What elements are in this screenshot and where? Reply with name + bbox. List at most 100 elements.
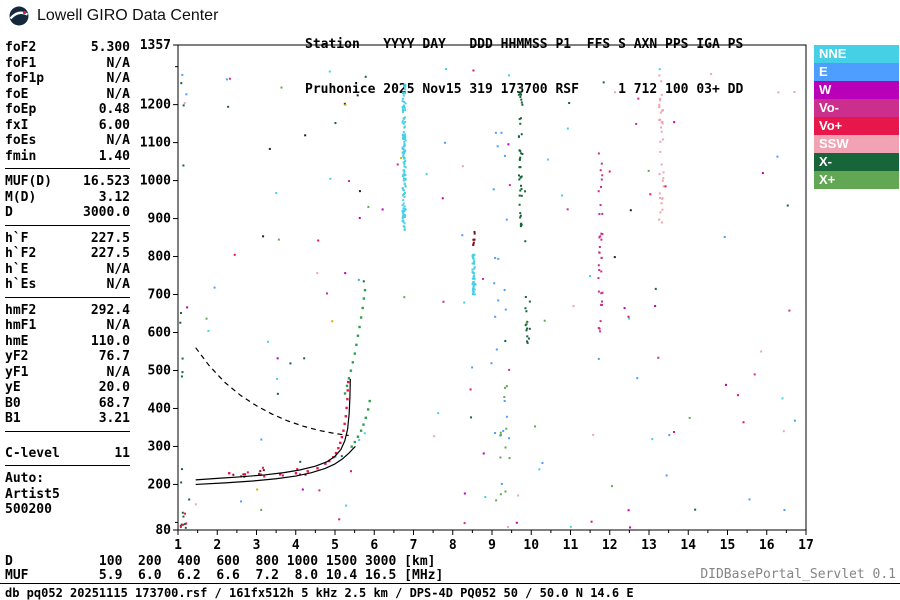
echo-dot xyxy=(519,224,522,227)
echo-dot xyxy=(402,189,405,192)
echo-dot xyxy=(597,277,600,280)
servlet-version: DIDBasePortal_Servlet 0.1 xyxy=(700,567,896,582)
muf-values-row: MUF 5.9 6.0 6.2 6.6 7.2 8.0 10.4 16.5 [M… xyxy=(5,568,444,583)
echo-dot xyxy=(402,199,405,202)
echo-dot xyxy=(541,462,544,465)
echo-dot xyxy=(182,515,185,518)
echo-dot xyxy=(268,147,271,150)
echo-dot xyxy=(441,197,444,200)
echo-dot xyxy=(777,91,780,94)
echo-dot xyxy=(401,146,404,149)
echo-dot xyxy=(610,485,613,488)
param-value: 16.523 xyxy=(83,174,130,189)
param-row-h`F: h`F 227.5 xyxy=(5,231,130,247)
echo-dot xyxy=(519,156,522,159)
echo-dot xyxy=(444,141,447,144)
y-tick-label: 400 xyxy=(148,401,172,416)
echo-dot xyxy=(472,241,475,244)
echo-dot xyxy=(403,174,406,177)
echo-dot xyxy=(507,143,510,146)
echo-dot xyxy=(500,482,503,485)
echo-dot xyxy=(186,306,189,309)
X-trace-dot xyxy=(349,369,353,372)
echo-dot xyxy=(519,176,522,179)
echo-dot xyxy=(262,469,265,472)
echo-dot xyxy=(661,179,664,182)
echo-dot xyxy=(472,284,475,287)
X-trace-dot xyxy=(359,316,363,319)
echo-dot xyxy=(403,125,406,128)
x-tick-label: 11 xyxy=(563,538,579,553)
echo-dot xyxy=(600,300,603,303)
echo-dot xyxy=(629,526,632,529)
echo-dot xyxy=(660,80,663,83)
X-trace-dot xyxy=(358,325,361,329)
parameter-panel: foF2 5.300 foF1 N/A foF1p N/A foE N/A foEp 0.48 fx… xyxy=(5,40,130,518)
param-name: h`E xyxy=(5,261,29,277)
echo-dot xyxy=(515,521,518,524)
echo-dot xyxy=(520,152,523,155)
echo-dot xyxy=(520,194,523,197)
echo-dot xyxy=(518,174,521,177)
y-tick-label: 600 xyxy=(148,326,172,341)
param-row-B1: B1 3.21 xyxy=(5,411,130,427)
echo-dot xyxy=(497,299,500,302)
param-value: 227.5 xyxy=(90,230,130,246)
x-tick-label: 13 xyxy=(641,538,657,553)
echo-dot xyxy=(246,471,249,474)
echo-dot xyxy=(471,292,474,295)
echo-dot xyxy=(404,88,407,91)
param-row-B0: B0 68.7 xyxy=(5,396,130,412)
echo-dot xyxy=(403,182,406,185)
X-trace-dot xyxy=(350,445,353,448)
param-row-foEp: foEp 0.48 xyxy=(5,102,130,118)
echo-dot xyxy=(471,271,474,274)
echo-dot xyxy=(473,232,476,235)
param-row-hmF1: hmF1 N/A xyxy=(5,318,130,334)
X-trace-dot xyxy=(351,361,355,364)
param-name: foF2 xyxy=(5,40,37,55)
echo-dot xyxy=(597,190,600,193)
echo-dot xyxy=(518,194,521,197)
echo-dot xyxy=(658,105,661,108)
echo-dot xyxy=(262,235,265,238)
param-value: N/A xyxy=(106,71,130,86)
echo-dot xyxy=(401,151,404,154)
echo-dot xyxy=(183,512,186,515)
echo-dot xyxy=(661,109,664,112)
echo-dot xyxy=(401,174,404,177)
echo-dot xyxy=(205,317,208,320)
echo-dot xyxy=(334,122,337,125)
echo-dot xyxy=(367,205,370,208)
O-trace-dot xyxy=(346,380,350,384)
param-row-M(D): M(D) 3.12 xyxy=(5,190,130,206)
echo-dot xyxy=(598,213,601,216)
echo-dot xyxy=(660,130,663,133)
echo-dot xyxy=(301,488,304,491)
muf-transmission-curve xyxy=(195,347,349,437)
echo-dot xyxy=(403,165,406,168)
echo-dot xyxy=(404,208,407,211)
echo-dot xyxy=(598,251,601,254)
echo-dot xyxy=(402,155,405,158)
echo-dot xyxy=(334,455,337,458)
O-trace-dot xyxy=(279,473,282,476)
echo-dot xyxy=(782,430,785,433)
x-tick-label: 3 xyxy=(253,538,261,553)
X-trace-dot xyxy=(355,343,358,347)
echo-dot xyxy=(495,499,498,502)
O-trace-dot xyxy=(328,459,331,463)
echo-dot xyxy=(572,305,575,308)
legend-item-NNE: NNE xyxy=(814,45,899,63)
echo-dot xyxy=(504,308,507,311)
echo-dot xyxy=(660,121,663,124)
echo-dot xyxy=(401,121,404,124)
echo-dot xyxy=(694,508,697,511)
echo-dot xyxy=(402,122,405,125)
echo-dot xyxy=(401,134,404,137)
echo-dot xyxy=(658,68,661,71)
echo-dot xyxy=(519,212,522,215)
y-tick-label: 500 xyxy=(148,363,172,378)
echo-dot xyxy=(402,177,405,180)
echo-dot xyxy=(597,152,600,155)
